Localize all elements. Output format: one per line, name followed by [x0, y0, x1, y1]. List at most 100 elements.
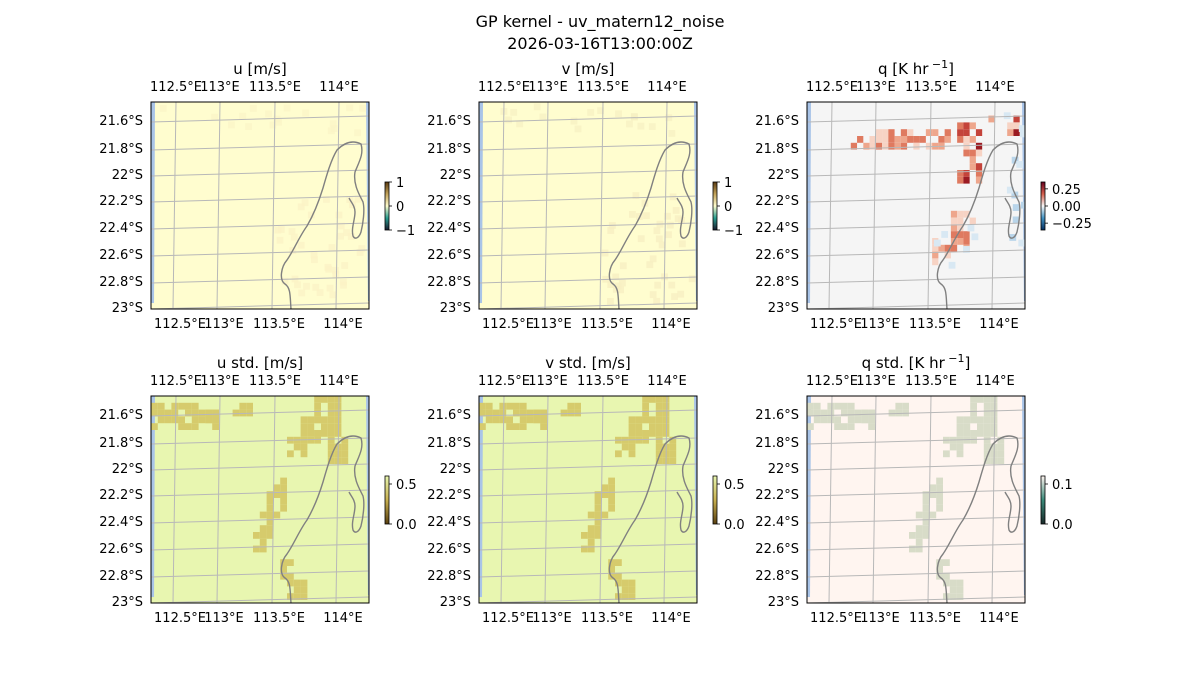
field-cell [668, 130, 676, 137]
std-cell [259, 532, 267, 539]
std-cell [621, 593, 629, 600]
field-cell [665, 231, 672, 239]
field-cell [925, 129, 933, 136]
field-cell [637, 235, 645, 243]
axes-frame [806, 395, 1026, 604]
parallel-line [479, 489, 697, 497]
std-cell [594, 504, 602, 512]
field-cell [159, 105, 167, 112]
std-cell [293, 579, 301, 587]
std-cell [253, 532, 260, 539]
right-edge-band [694, 396, 697, 603]
map-area [479, 102, 697, 309]
std-cell [608, 477, 615, 485]
std-cell [847, 423, 855, 430]
field-cell [975, 129, 983, 136]
std-cell [246, 402, 253, 410]
panel-title: u [m/s] [233, 60, 286, 78]
field-cell [649, 255, 657, 263]
std-cell [485, 416, 493, 424]
colorbar-bar [384, 181, 390, 231]
field-cell [1011, 156, 1019, 164]
std-cell [847, 416, 855, 424]
parallel-line [807, 143, 1025, 151]
std-cell [513, 423, 520, 430]
field-cell [957, 224, 964, 232]
field-cell [249, 105, 257, 112]
field-cell [1013, 115, 1020, 123]
x-tick-label-top: 113.5°E [577, 374, 629, 389]
std-cell [287, 579, 294, 587]
std-cell [807, 409, 814, 417]
std-cell [669, 436, 677, 444]
y-tick-label: 21.8°S [427, 436, 471, 451]
std-cell [280, 491, 287, 498]
std-cell [601, 484, 609, 492]
std-cell [936, 498, 943, 505]
std-cell [847, 402, 855, 410]
std-cell [922, 504, 930, 512]
field-cell [311, 256, 318, 264]
field-cell [975, 142, 983, 150]
colorbar-tick-label: −1 [724, 224, 743, 239]
std-cell [587, 538, 595, 546]
left-edge-band [151, 396, 155, 603]
std-cell [983, 402, 991, 410]
colorbar-tick-label: 0.5 [724, 478, 745, 493]
field-cell [612, 273, 620, 281]
meridian-line [172, 396, 177, 603]
x-tick-label-bottom: 114°E [323, 611, 363, 626]
field-cell [869, 136, 876, 143]
field-cell [654, 281, 662, 289]
field-cell [328, 244, 336, 251]
std-cell [506, 402, 513, 410]
std-cell [519, 423, 527, 430]
field-cell [900, 129, 908, 136]
parallel-line [479, 222, 697, 230]
map-area [807, 102, 1025, 309]
std-cell [314, 402, 321, 410]
left-edge-band [807, 102, 811, 309]
field-cell [1018, 239, 1025, 247]
std-cell [929, 511, 937, 519]
std-cell [151, 402, 158, 410]
field-cell [894, 136, 901, 143]
std-cell [997, 457, 1005, 464]
std-cell [151, 409, 158, 417]
std-cell [628, 443, 636, 451]
std-cell [990, 416, 998, 424]
meridian-line [927, 396, 932, 603]
field-cell [963, 238, 970, 245]
parallel-line [151, 516, 369, 524]
field-cell [863, 142, 870, 150]
std-cell [259, 538, 267, 546]
meridian-line [500, 102, 505, 309]
field-cell [632, 192, 640, 199]
std-cell [164, 416, 172, 424]
std-cell [334, 416, 342, 424]
std-cell [922, 518, 930, 526]
left-edge-band [807, 396, 811, 603]
std-cell [642, 430, 649, 437]
std-cell [506, 423, 513, 430]
y-tick-label: 22°S [768, 168, 799, 183]
field-cell [302, 109, 310, 117]
std-cell [943, 572, 950, 580]
field-cell [875, 129, 883, 136]
std-cell [191, 423, 199, 430]
y-tick-label: 21.6°S [99, 408, 143, 423]
parallel-line [479, 437, 697, 445]
std-cell [813, 402, 821, 410]
field-cell [969, 136, 976, 143]
y-tick-label: 22.6°S [755, 248, 799, 263]
x-tick-label-top: 112.5°E [806, 374, 858, 389]
std-cell [499, 402, 507, 410]
std-cell [649, 416, 656, 424]
gridlines [479, 102, 697, 309]
std-cell [594, 498, 602, 505]
std-cell [327, 457, 335, 464]
std-cell [868, 423, 875, 430]
meridian-line [544, 102, 549, 309]
std-cell [977, 396, 984, 403]
colorbar-tick-label: −1 [396, 224, 415, 239]
